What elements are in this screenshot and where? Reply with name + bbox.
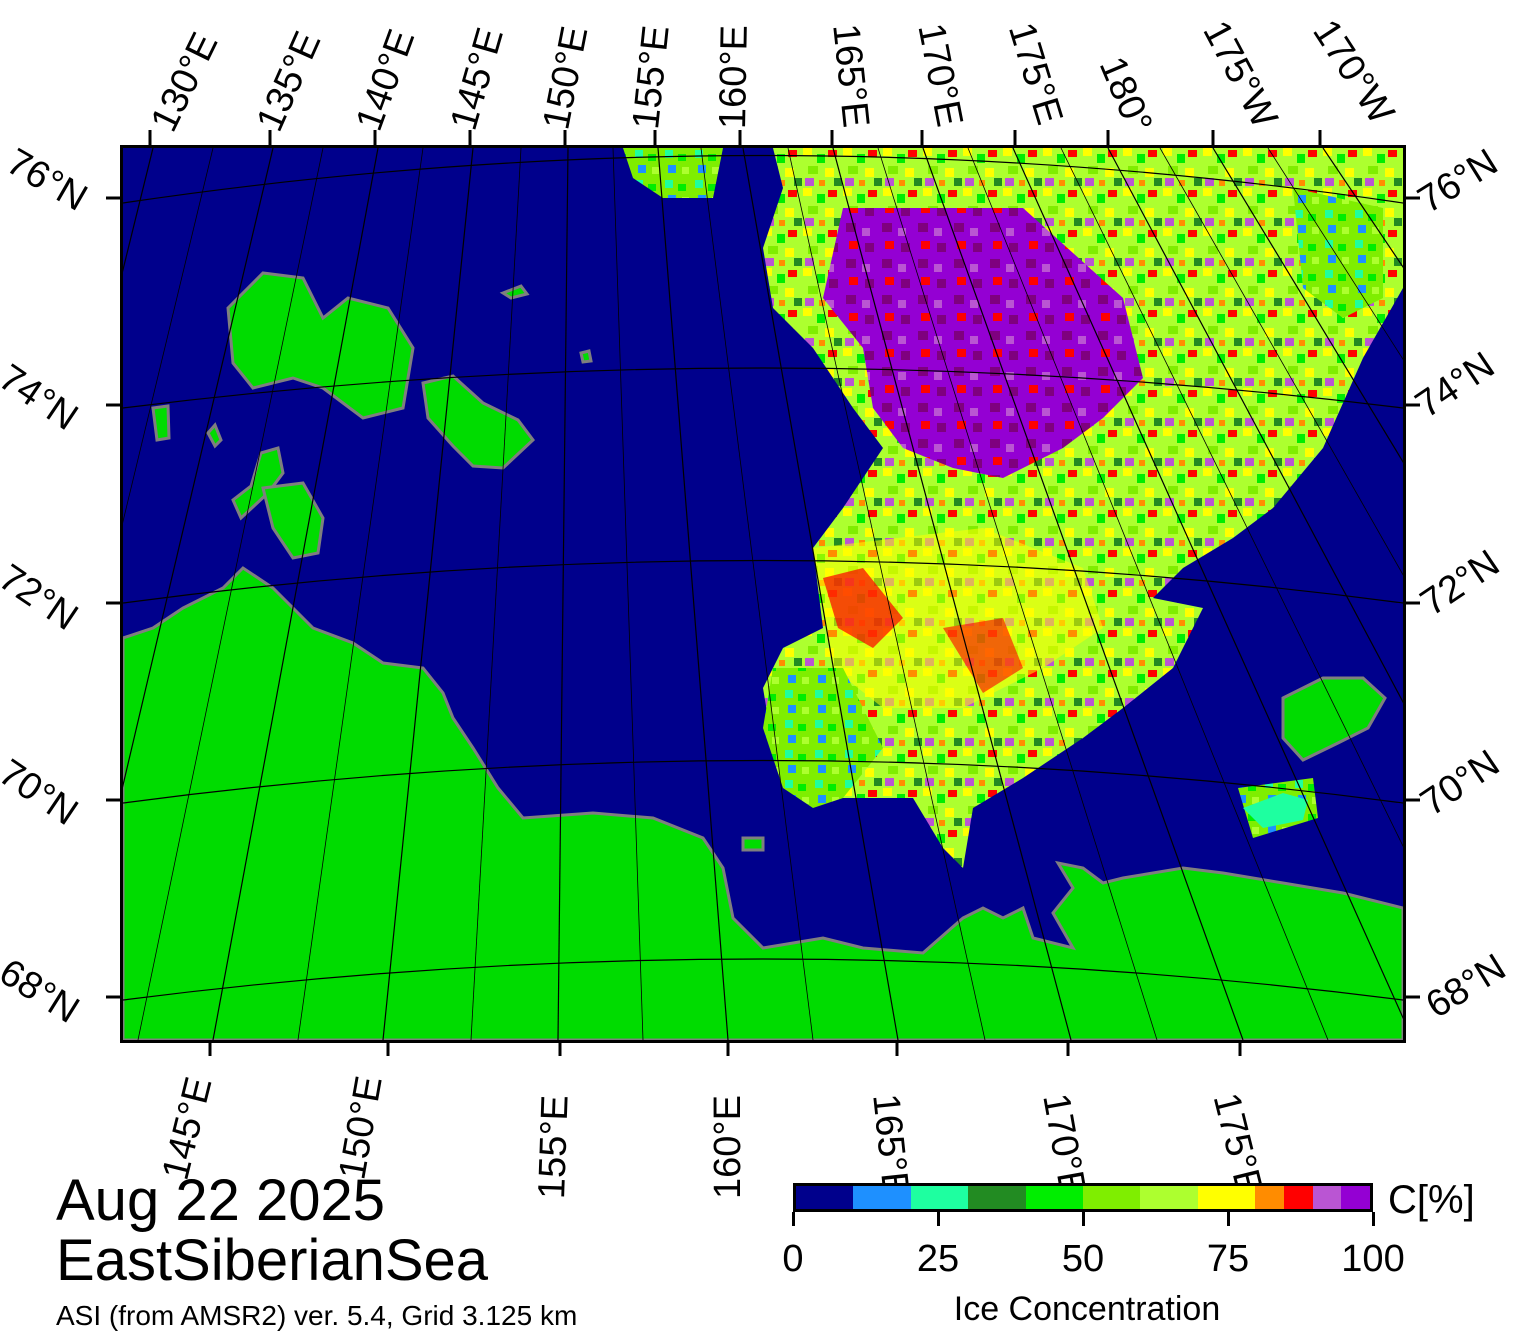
top-lon-label: 140°E	[348, 24, 424, 137]
colorbar-segment	[1341, 1186, 1371, 1209]
colorbar-tick-label: 0	[782, 1238, 804, 1280]
colorbar-tick	[1226, 1212, 1230, 1226]
colorbar-segment	[796, 1186, 854, 1209]
colorbar-segment	[853, 1186, 911, 1209]
colorbar-unit: C[%]	[1388, 1178, 1475, 1222]
bottom-lon-label: 160°E	[707, 1095, 749, 1199]
colorbar-segment	[1140, 1186, 1198, 1209]
top-lon-label: 180°	[1090, 50, 1161, 140]
colorbar-segment	[1083, 1186, 1141, 1209]
top-lon-label: 160°E	[712, 24, 756, 130]
right-lat-label: 68°N	[1418, 946, 1514, 1027]
top-lon-label: 175°E	[999, 17, 1071, 130]
map-date: Aug 22 2025	[56, 1168, 385, 1233]
left-lat-label: 74°N	[0, 356, 86, 439]
colorbar-tick-label: 25	[916, 1238, 960, 1280]
colorbar-tick	[1081, 1212, 1085, 1226]
left-lat-label: 72°N	[0, 556, 86, 639]
left-lat-label: 76°N	[0, 140, 95, 220]
top-lon-label: 145°E	[442, 23, 512, 135]
top-lon-label: 155°E	[625, 23, 678, 132]
region-name: EastSiberianSea	[56, 1228, 489, 1293]
top-lon-label: 130°E	[143, 26, 227, 139]
top-lon-label: 165°E	[824, 21, 877, 130]
right-lat-label: 70°N	[1413, 742, 1508, 825]
colorbar-segment	[1312, 1186, 1342, 1209]
colorbar-tick-label: 50	[1061, 1238, 1105, 1280]
graticule	[123, 148, 1403, 1040]
map-canvas	[123, 148, 1403, 1040]
top-lon-label: 175°W	[1194, 14, 1286, 135]
colorbar-tick-label: 75	[1206, 1238, 1250, 1280]
left-lat-label: 70°N	[0, 751, 86, 834]
ice-concentration-map	[120, 145, 1406, 1043]
colorbar-tick	[936, 1212, 940, 1226]
bottom-lon-label: 155°E	[531, 1094, 577, 1200]
top-lon-label: 170°E	[909, 19, 971, 131]
data-source: ASI (from AMSR2) ver. 5.4, Grid 3.125 km	[56, 1300, 578, 1331]
colorbar-segment	[1255, 1186, 1284, 1209]
right-lat-label: 72°N	[1413, 542, 1508, 625]
right-lat-label: 76°N	[1410, 141, 1506, 222]
colorbar-title: Ice Concentration	[953, 1290, 1221, 1328]
colorbar-segment	[1025, 1186, 1084, 1209]
top-lon-label: 170°W	[1304, 12, 1402, 132]
colorbar-tick	[1371, 1212, 1375, 1226]
left-lat-label: 68°N	[0, 951, 87, 1032]
colorbar-segment	[910, 1186, 969, 1209]
right-lat-label: 74°N	[1408, 344, 1503, 427]
colorbar-segment	[968, 1186, 1026, 1209]
colorbar-segment	[1197, 1186, 1256, 1209]
colorbar-tick	[791, 1212, 795, 1226]
top-lon-label: 150°E	[535, 22, 597, 134]
bottom-lon-label: 150°E	[331, 1072, 391, 1183]
colorbar	[793, 1183, 1373, 1212]
colorbar-tick-label: 100	[1341, 1238, 1405, 1280]
top-lon-label: 135°E	[248, 25, 330, 138]
colorbar-segment	[1283, 1186, 1313, 1209]
